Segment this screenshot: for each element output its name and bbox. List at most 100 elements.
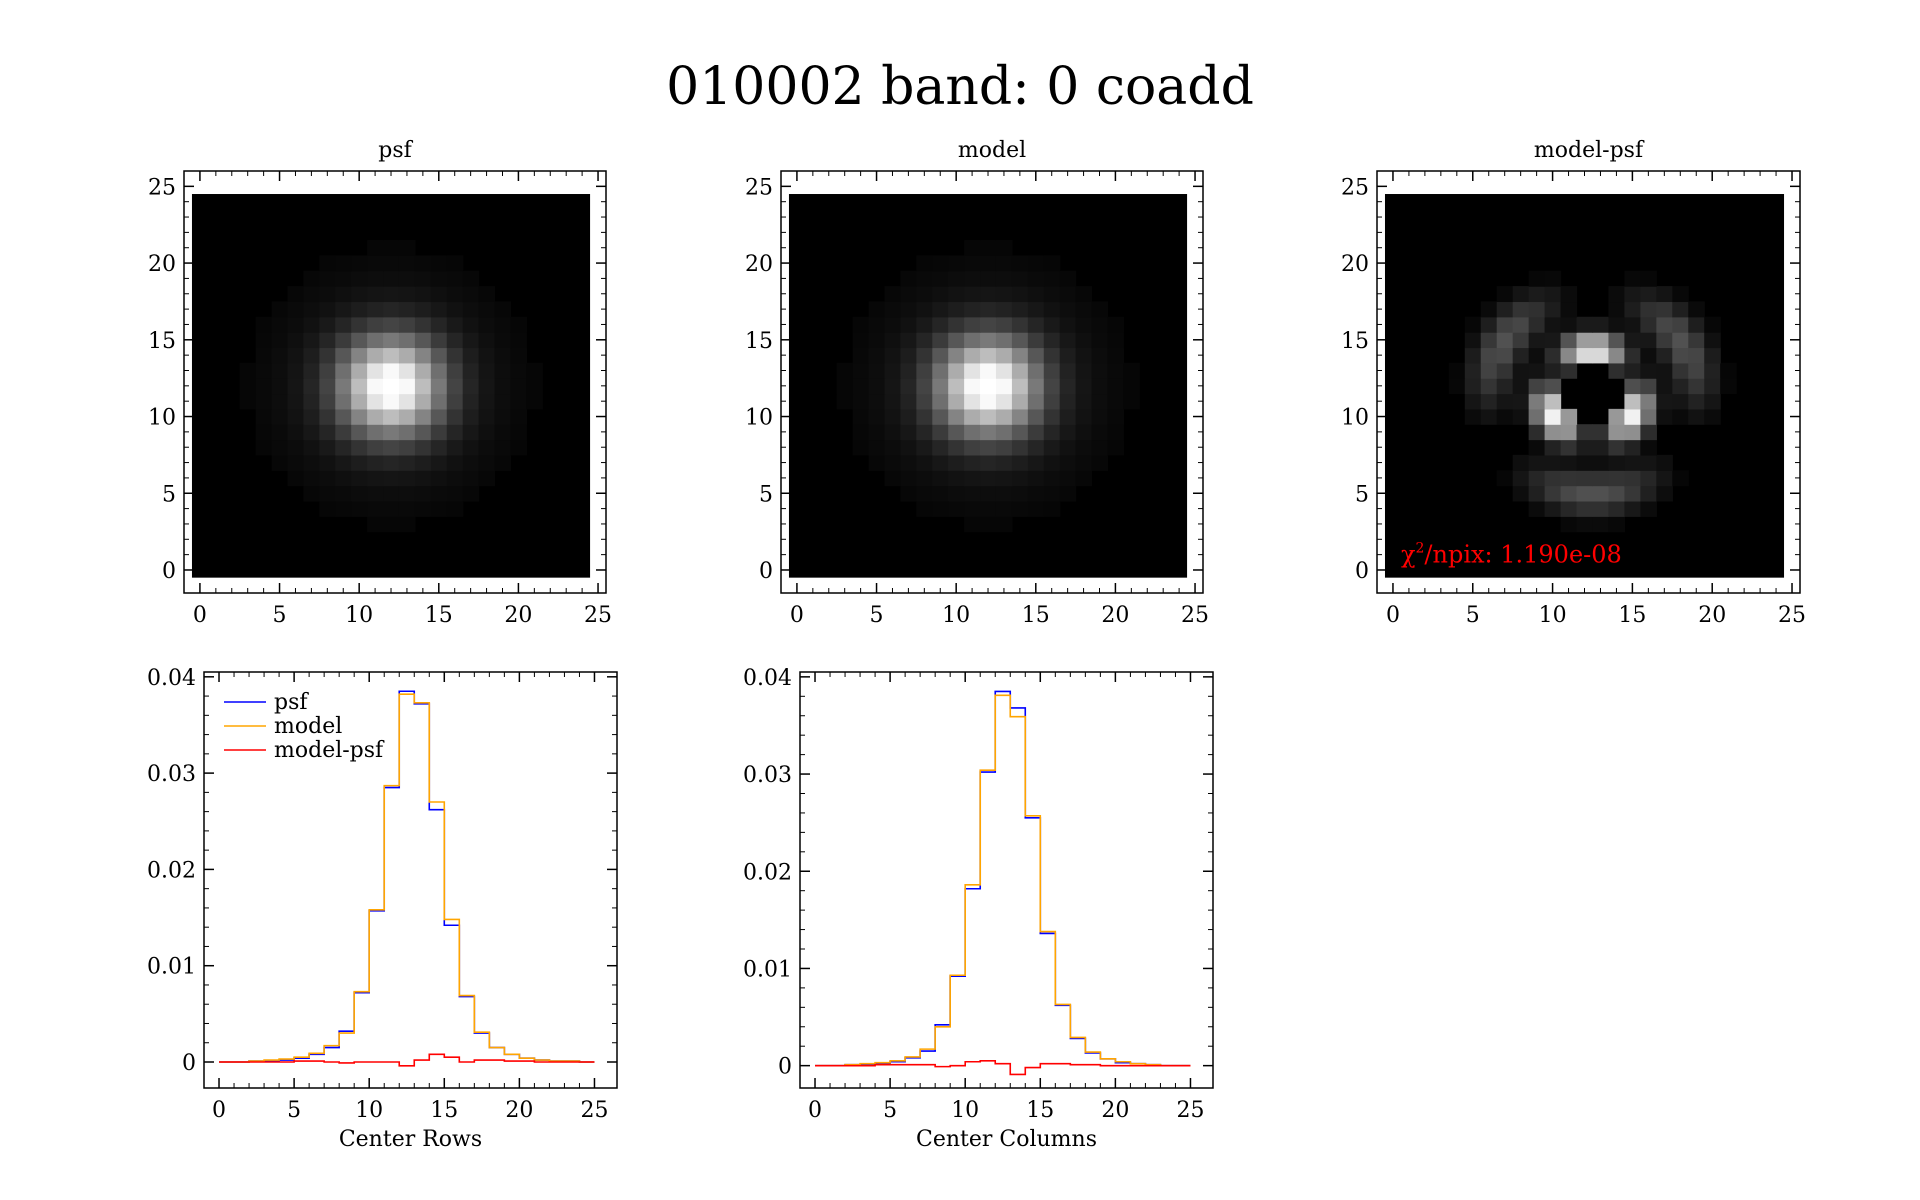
pixel bbox=[462, 393, 480, 410]
pixel bbox=[1528, 485, 1546, 502]
pixel bbox=[1560, 332, 1578, 349]
prof-cols-series-model bbox=[815, 694, 1191, 1067]
pixel bbox=[303, 316, 320, 333]
pixel bbox=[414, 454, 432, 471]
pixel bbox=[1528, 378, 1546, 395]
pixel bbox=[1027, 332, 1045, 349]
pixel bbox=[1448, 378, 1466, 395]
pixel bbox=[319, 301, 336, 318]
chi2-annotation: χ2/npix: 1.190e-08 bbox=[1401, 540, 1622, 568]
pixel bbox=[430, 332, 448, 349]
pixel bbox=[1512, 362, 1530, 379]
pixel bbox=[1688, 408, 1705, 425]
pixel bbox=[1075, 362, 1093, 379]
pixel bbox=[367, 240, 384, 256]
pixel bbox=[1544, 500, 1562, 517]
pixel bbox=[303, 454, 320, 471]
pixel bbox=[980, 332, 997, 349]
pixel bbox=[1059, 485, 1077, 502]
pixel bbox=[1027, 393, 1045, 410]
pixel bbox=[868, 439, 886, 456]
pixel bbox=[430, 408, 448, 425]
pixel bbox=[1496, 378, 1514, 395]
pixel bbox=[995, 240, 1013, 256]
pixel bbox=[526, 362, 543, 379]
pixel bbox=[1011, 270, 1029, 287]
img-diff-xtick-label: 25 bbox=[1778, 603, 1806, 628]
pixel bbox=[430, 286, 448, 303]
pixel bbox=[1656, 301, 1673, 318]
pixel bbox=[980, 485, 997, 502]
pixel bbox=[287, 408, 305, 425]
pixel bbox=[478, 424, 496, 441]
pixel bbox=[398, 516, 416, 533]
pixel bbox=[367, 301, 384, 318]
pixel bbox=[1608, 516, 1626, 533]
pixel bbox=[271, 332, 289, 349]
pixel bbox=[1544, 347, 1562, 364]
pixel bbox=[335, 301, 352, 318]
pixel bbox=[1107, 332, 1124, 349]
pixel bbox=[948, 470, 965, 487]
pixel bbox=[1688, 316, 1705, 333]
pixel bbox=[1640, 301, 1657, 318]
img-diff-title: model-psf bbox=[1534, 138, 1645, 163]
pixel bbox=[1107, 378, 1124, 395]
pixel bbox=[1560, 316, 1578, 333]
pixel bbox=[351, 270, 368, 287]
pixel bbox=[1528, 424, 1546, 441]
pixel bbox=[868, 316, 886, 333]
pixel bbox=[383, 316, 400, 333]
pixel bbox=[1512, 286, 1530, 303]
pixel bbox=[351, 301, 368, 318]
pixel bbox=[430, 347, 448, 364]
pixel bbox=[1608, 347, 1626, 364]
pixel bbox=[1608, 454, 1626, 471]
pixel bbox=[884, 454, 902, 471]
pixel bbox=[1592, 316, 1610, 333]
pixel bbox=[932, 255, 949, 272]
pixel bbox=[1608, 424, 1626, 441]
pixel bbox=[1480, 301, 1498, 318]
pixel bbox=[1560, 439, 1578, 456]
pixel bbox=[852, 362, 870, 379]
pixel bbox=[494, 408, 512, 425]
pixel bbox=[1512, 454, 1530, 471]
prof-rows-ytick-label: 0.02 bbox=[147, 858, 196, 883]
figure-title: 010002 band: 0 coadd bbox=[666, 57, 1254, 117]
pixel bbox=[1672, 393, 1689, 410]
prof-rows-xtick-label: 15 bbox=[430, 1098, 458, 1123]
pixel bbox=[980, 439, 997, 456]
pixel bbox=[916, 408, 933, 425]
pixel bbox=[1059, 378, 1077, 395]
pixel bbox=[271, 316, 289, 333]
pixel bbox=[1560, 286, 1578, 303]
pixel bbox=[446, 286, 464, 303]
pixel bbox=[1480, 347, 1498, 364]
pixel bbox=[1544, 408, 1562, 425]
pixel bbox=[1672, 362, 1689, 379]
prof-cols-xtick-label: 15 bbox=[1026, 1098, 1054, 1123]
img-model-ytick-label: 25 bbox=[745, 175, 773, 200]
pixel bbox=[1464, 378, 1482, 395]
pixel bbox=[1059, 408, 1077, 425]
pixel bbox=[1027, 470, 1045, 487]
pixel bbox=[414, 332, 432, 349]
pixel bbox=[1480, 378, 1498, 395]
pixel bbox=[1075, 424, 1093, 441]
pixel bbox=[1544, 485, 1562, 502]
pixel bbox=[1043, 424, 1061, 441]
pixel bbox=[980, 393, 997, 410]
pixel bbox=[980, 316, 997, 333]
pixel bbox=[303, 378, 320, 395]
pixel bbox=[383, 393, 400, 410]
pixel bbox=[964, 255, 981, 272]
pixel bbox=[351, 439, 368, 456]
pixel bbox=[1043, 301, 1061, 318]
pixel bbox=[351, 347, 368, 364]
pixel bbox=[995, 393, 1013, 410]
pixel bbox=[980, 516, 997, 533]
pixel bbox=[1011, 362, 1029, 379]
pixel bbox=[398, 454, 416, 471]
pixel bbox=[1075, 301, 1093, 318]
